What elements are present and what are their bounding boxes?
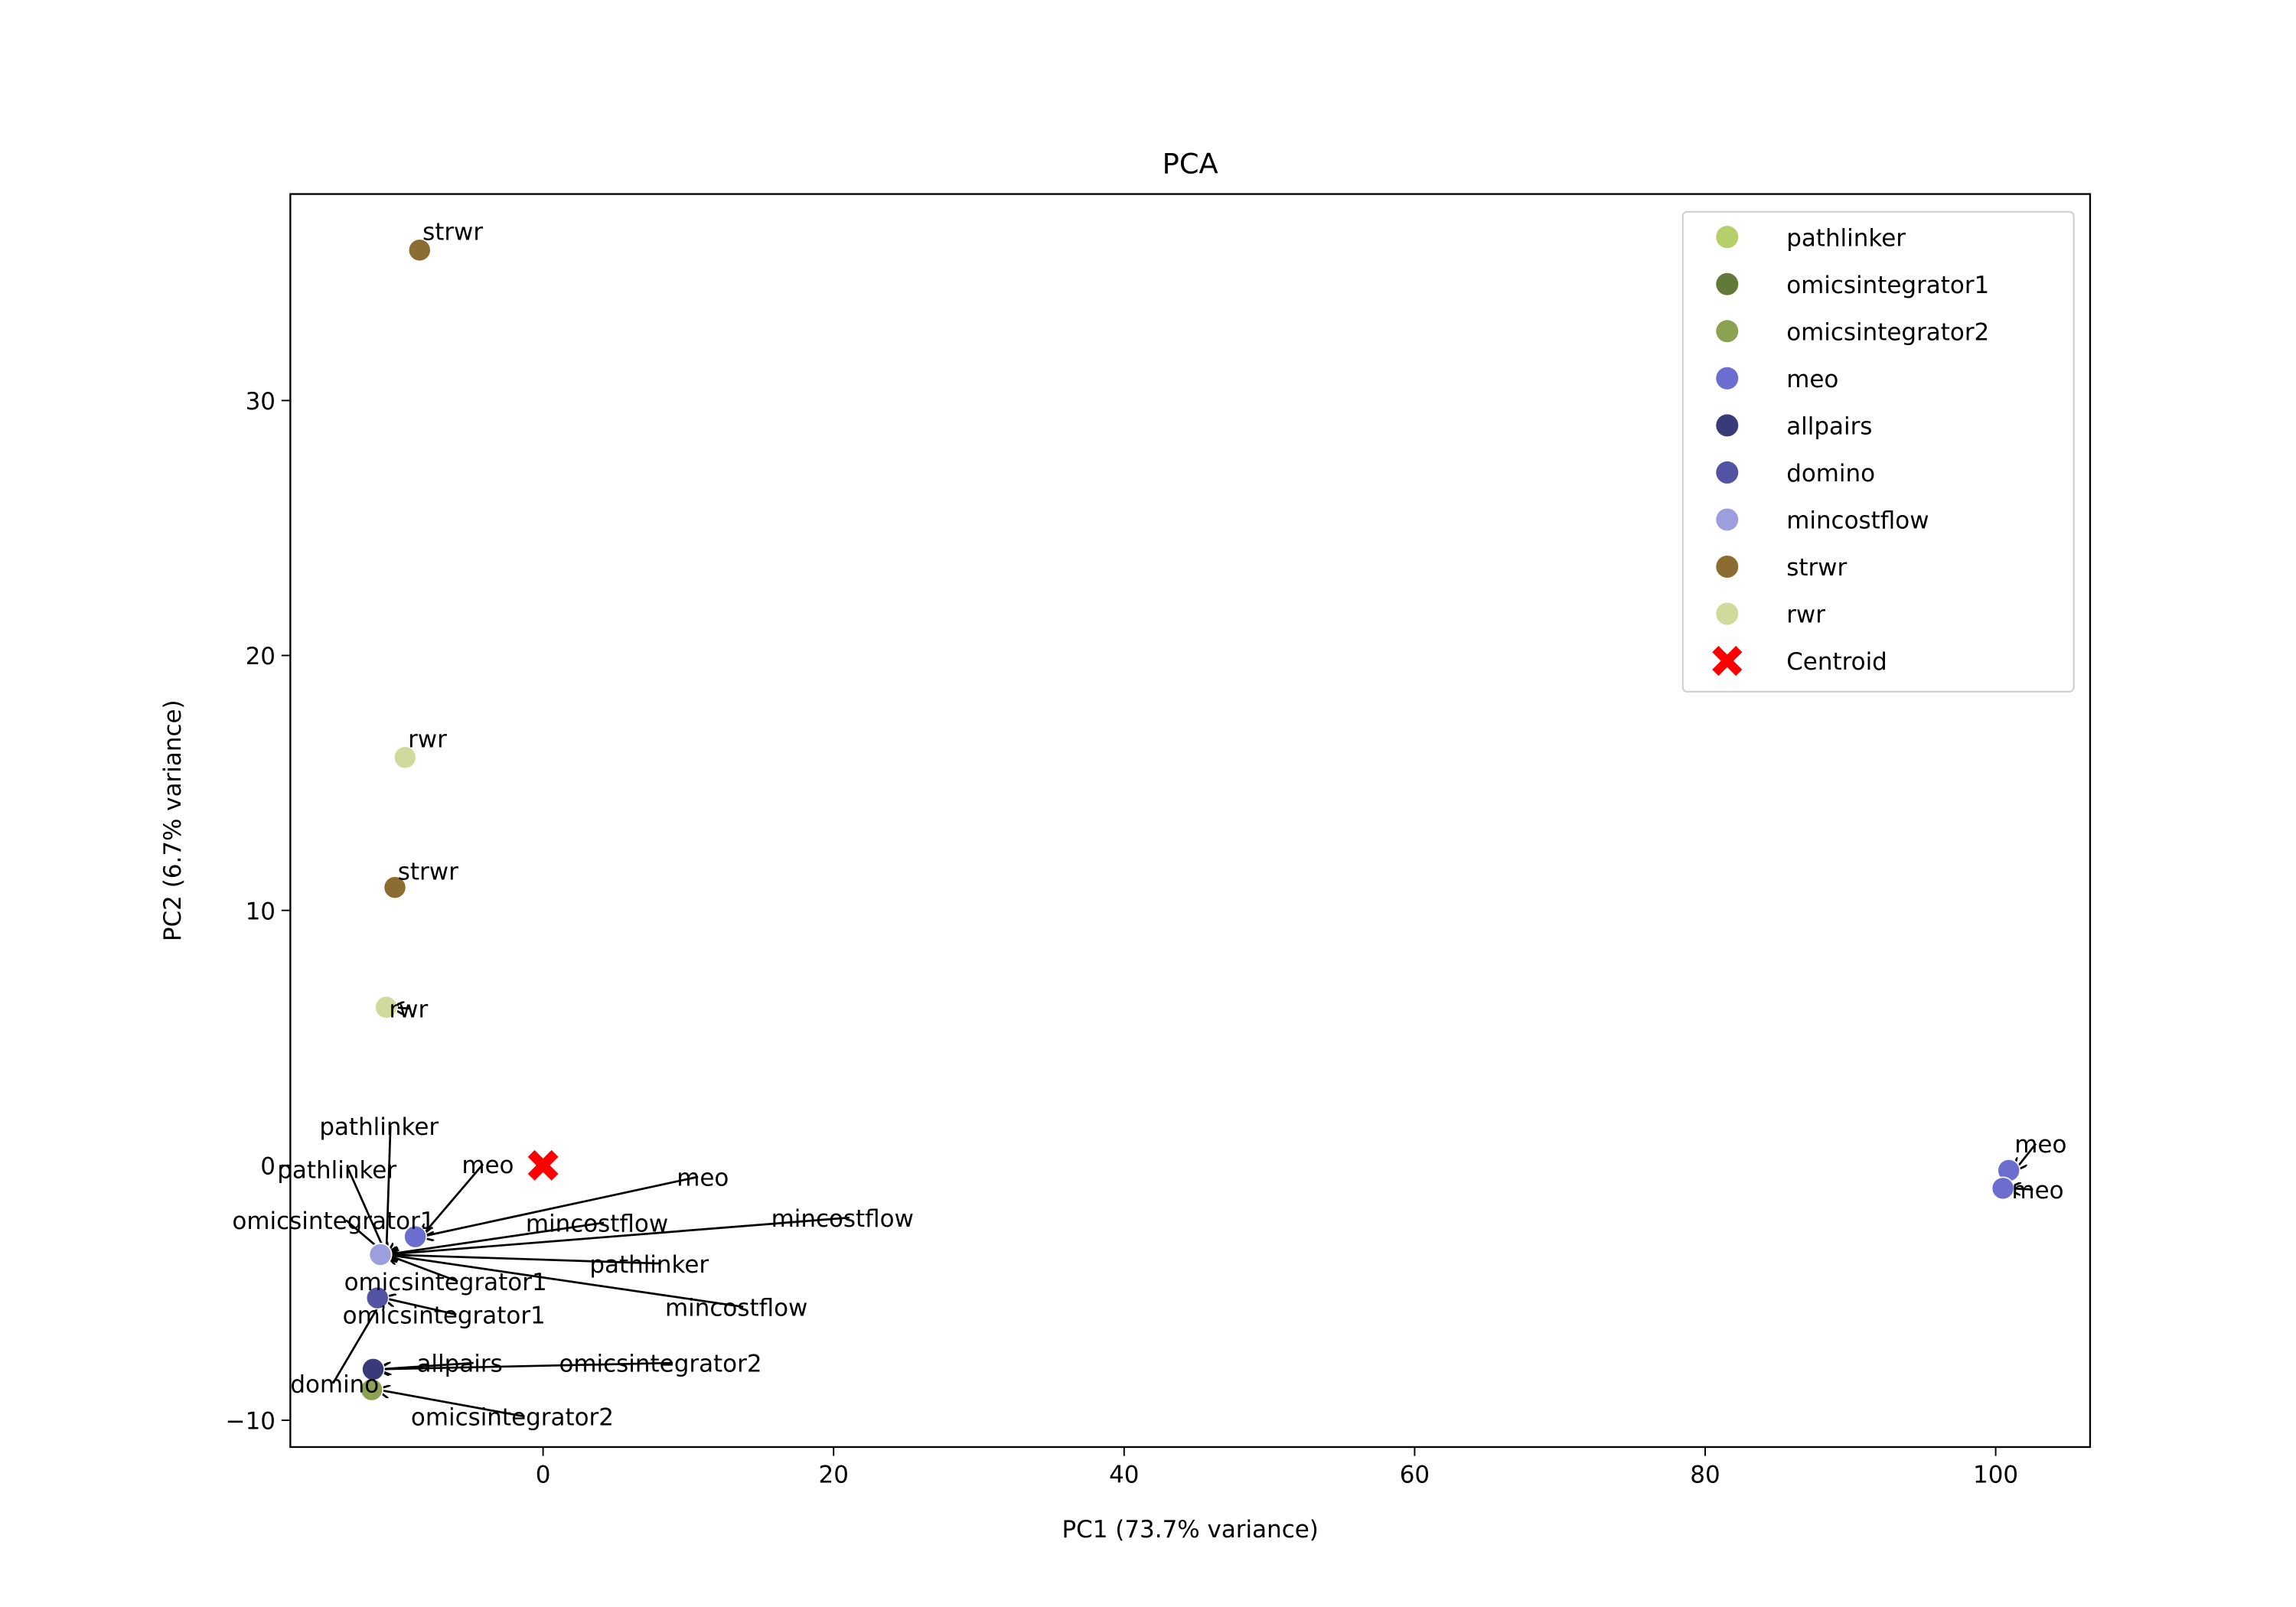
y-tick-label: 30 <box>246 388 276 416</box>
point-label: pathlinker <box>589 1251 709 1279</box>
data-point-meo <box>1991 1176 2015 1201</box>
legend: pathlinker omicsintegrator1 omicsintegrato… <box>1681 210 2075 693</box>
x-tick-label: 80 <box>1690 1461 1720 1488</box>
legend-marker-omicsintegrator2 <box>1716 320 1739 343</box>
legend-marker-mincostflow <box>1716 508 1739 531</box>
legend-marker-pathlinker <box>1716 226 1739 249</box>
legend-label: pathlinker <box>1786 224 1906 252</box>
legend-marker-omicsintegrator1 <box>1716 272 1739 295</box>
annotation-arrow <box>386 1216 850 1254</box>
data-point-mincostflow <box>368 1243 393 1266</box>
x-tick-label: 20 <box>819 1461 849 1488</box>
annotation-arrow <box>377 1361 673 1369</box>
legend-label: meo <box>1786 366 1838 393</box>
legend-label: omicsintegrator2 <box>1786 318 1989 346</box>
point-label: mincostflow <box>665 1294 807 1322</box>
x-tick-label: 100 <box>1973 1461 2018 1488</box>
legend-marker-domino <box>1716 461 1739 484</box>
data-point-allpairs <box>361 1358 385 1381</box>
point-label: omicsintegrator1 <box>344 1269 547 1296</box>
annotation-arrow <box>383 1298 457 1316</box>
data-point-rwr <box>374 995 398 1019</box>
y-axis-label: PC2 (6.7% variance) <box>159 699 187 941</box>
data-point-meo <box>403 1224 427 1249</box>
x-axis-label: PC1 (73.7% variance) <box>1062 1516 1318 1543</box>
point-label: allpairs <box>416 1351 502 1378</box>
chart-title: PCA <box>1163 147 1218 180</box>
plot-area-frame <box>289 193 2092 1449</box>
point-label: strwr <box>422 219 483 246</box>
legend-marker-centroid <box>1712 646 1743 676</box>
data-point-domino <box>365 1286 390 1310</box>
x-tick-label: 60 <box>1400 1461 1430 1488</box>
annotation-arrow <box>386 1126 390 1254</box>
point-label: omicsintegrator2 <box>411 1404 614 1432</box>
data-point-rwr <box>393 745 417 770</box>
x-tick-label: 0 <box>536 1461 551 1488</box>
point-label: domino <box>290 1371 379 1398</box>
legend-box <box>1681 210 2075 693</box>
legend-label: allpairs <box>1786 412 1872 440</box>
y-tick-label: −10 <box>226 1408 276 1436</box>
legend-label: domino <box>1786 460 1875 487</box>
point-label: rwr <box>408 725 447 753</box>
centroid-marker <box>527 1149 559 1181</box>
legend-marker-allpairs <box>1716 414 1739 437</box>
point-label: meo <box>2011 1177 2063 1204</box>
legend-label: strwr <box>1786 554 1847 582</box>
legend-marker-strwr <box>1716 556 1739 579</box>
point-label: meo <box>2014 1131 2066 1159</box>
point-label: rwr <box>389 996 428 1024</box>
y-tick-label: 20 <box>246 643 276 670</box>
annotation-arrow <box>347 1169 386 1255</box>
y-tick-label: 0 <box>260 1152 276 1180</box>
legend-label: omicsintegrator1 <box>1786 272 1989 299</box>
y-tick-label: 10 <box>246 898 276 925</box>
point-label: omicsintegrator2 <box>559 1351 762 1378</box>
legend-marker-rwr <box>1716 602 1739 625</box>
annotation-arrow <box>421 1175 699 1237</box>
annotation-arrow <box>386 1254 661 1265</box>
annotation-arrow <box>386 1254 744 1309</box>
annotation-arrow <box>421 1163 484 1237</box>
data-point-strwr <box>383 875 407 899</box>
point-label: pathlinker <box>319 1113 439 1141</box>
annotation-arrow <box>386 1221 605 1255</box>
legend-marker-meo <box>1716 367 1739 390</box>
point-label: meo <box>677 1164 729 1191</box>
data-point-strwr <box>407 238 432 262</box>
annotation-arrow <box>377 1390 525 1418</box>
point-label: strwr <box>398 859 458 886</box>
legend-label: rwr <box>1786 601 1825 629</box>
point-label: meo <box>461 1152 514 1179</box>
annotation-arrow <box>331 1298 383 1384</box>
point-label: omicsintegrator1 <box>343 1302 546 1329</box>
point-label: mincostflow <box>771 1205 914 1233</box>
legend-label: mincostflow <box>1786 507 1929 535</box>
point-label: omicsintegrator1 <box>232 1208 435 1235</box>
point-label: mincostflow <box>526 1210 668 1237</box>
point-label: pathlinker <box>277 1156 396 1184</box>
x-tick-label: 40 <box>1109 1461 1139 1488</box>
legend-label: Centroid <box>1786 648 1887 676</box>
